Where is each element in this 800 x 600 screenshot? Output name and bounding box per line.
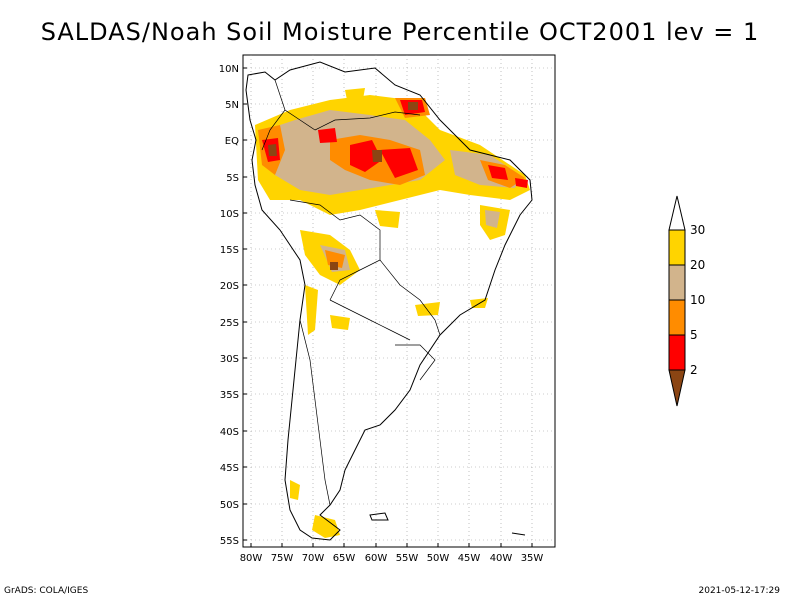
lat-label: 35S	[220, 390, 239, 401]
colorbar-label-20: 20	[690, 258, 706, 272]
colorbar-segment-5-10	[668, 299, 686, 336]
lat-label: 20S	[220, 281, 239, 292]
longitude-labels: 80W 75W 70W 65W 60W 55W 50W 45W 40W 35W	[240, 553, 544, 564]
lat-label: 40S	[220, 427, 239, 438]
lon-label: 80W	[240, 553, 263, 564]
map-title: SALDAS/Noah Soil Moisture Percentile OCT…	[40, 18, 760, 46]
colorbar-label-30: 30	[690, 223, 706, 237]
colorbar-label-5: 5	[690, 328, 698, 342]
lon-label: 35W	[521, 553, 544, 564]
colorbar-segment-20-30	[668, 229, 686, 266]
lon-label: 60W	[365, 553, 388, 564]
lon-label: 45W	[458, 553, 481, 564]
colorbar	[668, 195, 686, 407]
lon-label: 55W	[396, 553, 419, 564]
lon-label: 75W	[271, 553, 294, 564]
latitude-labels: 10N 5N EQ 5S 10S 15S 20S 25S 30S 35S 40S…	[219, 64, 239, 547]
axis-ticks	[243, 67, 533, 547]
lat-label: 55S	[220, 536, 239, 547]
lat-label: 10S	[220, 209, 239, 220]
lat-label: 5S	[226, 173, 239, 184]
colorbar-segment-2-5	[668, 334, 686, 371]
lat-label: 45S	[220, 463, 239, 474]
lat-label: 50S	[220, 500, 239, 511]
lat-label: 30S	[220, 354, 239, 365]
colorbar-cap-bottom	[668, 369, 686, 407]
lat-label: EQ	[225, 136, 239, 147]
lat-label: 5N	[225, 100, 239, 111]
coastline	[245, 61, 533, 541]
lat-label: 10N	[219, 64, 239, 75]
lon-label: 65W	[333, 553, 356, 564]
colorbar-segment-10-20	[668, 264, 686, 301]
colorbar-label-10: 10	[690, 293, 706, 307]
soil-moisture-shading	[255, 88, 530, 538]
lon-label: 50W	[427, 553, 450, 564]
country-borders	[261, 79, 441, 506]
lon-label: 70W	[302, 553, 325, 564]
colorbar-cap-top	[668, 195, 686, 231]
lat-label: 15S	[220, 245, 239, 256]
footer-timestamp: 2021-05-12-17:29	[698, 586, 781, 596]
footer-credit: GrADS: COLA/IGES	[4, 586, 89, 596]
lon-label: 40W	[490, 553, 513, 564]
colorbar-label-2: 2	[690, 363, 698, 377]
lat-label: 25S	[220, 318, 239, 329]
